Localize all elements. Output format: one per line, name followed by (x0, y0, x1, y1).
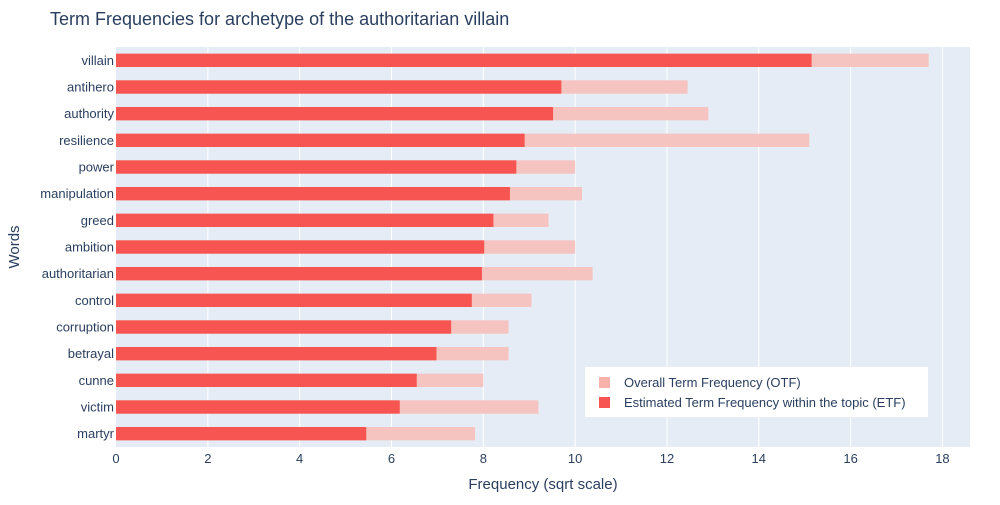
bar-etf-betrayal[interactable] (116, 347, 437, 361)
x-tick-label: 2 (204, 451, 211, 466)
bar-etf-ambition[interactable] (116, 240, 485, 254)
legend-swatch-etf[interactable] (599, 397, 610, 408)
chart-title: Term Frequencies for archetype of the au… (50, 9, 509, 29)
x-tick-label: 4 (296, 451, 303, 466)
y-tick-label-victim: victim (81, 400, 114, 415)
bars (116, 53, 929, 441)
bar-etf-authoritarian[interactable] (116, 267, 482, 281)
y-tick-label-authoritarian: authoritarian (42, 266, 114, 281)
x-tick-label: 12 (660, 451, 674, 466)
y-tick-label-cunne: cunne (79, 373, 114, 388)
bar-etf-martyr[interactable] (116, 427, 367, 441)
bar-etf-authority[interactable] (116, 107, 554, 121)
bar-etf-resilience[interactable] (116, 133, 525, 147)
y-tick-label-ambition: ambition (65, 240, 114, 255)
y-tick-label-authority: authority (64, 106, 114, 121)
y-tick-label-corruption: corruption (56, 320, 114, 335)
bar-etf-cunne[interactable] (116, 373, 417, 387)
legend-background (585, 367, 928, 417)
legend-swatch-otf[interactable] (599, 377, 610, 388)
x-tick-label: 6 (388, 451, 395, 466)
x-tick-label: 18 (935, 451, 949, 466)
x-axis-title: Frequency (sqrt scale) (468, 476, 617, 493)
bar-etf-control[interactable] (116, 293, 472, 307)
legend-label-etf[interactable]: Estimated Term Frequency within the topi… (624, 395, 906, 410)
bar-etf-villain[interactable] (116, 53, 812, 67)
bar-etf-antihero[interactable] (116, 80, 562, 94)
bar-etf-victim[interactable] (116, 400, 400, 414)
x-tick-label: 8 (480, 451, 487, 466)
y-tick-label-power: power (79, 160, 115, 175)
x-tick-label: 16 (843, 451, 857, 466)
y-tick-label-resilience: resilience (59, 133, 114, 148)
y-axis-title: Words (6, 225, 23, 268)
legend: Overall Term Frequency (OTF) Estimated T… (585, 367, 928, 417)
x-axis-tick-labels: 0 2 4 6 8 10 12 14 16 18 (112, 451, 949, 466)
y-tick-label-antihero: antihero (67, 80, 114, 95)
y-tick-label-martyr: martyr (77, 426, 115, 441)
bar-etf-greed[interactable] (116, 213, 494, 227)
x-tick-label: 0 (112, 451, 119, 466)
y-tick-label-control: control (75, 293, 114, 308)
x-tick-label: 10 (568, 451, 582, 466)
legend-label-otf[interactable]: Overall Term Frequency (OTF) (624, 375, 801, 390)
y-tick-label-betrayal: betrayal (68, 346, 114, 361)
x-tick-label: 14 (752, 451, 766, 466)
y-tick-label-villain: villain (81, 53, 114, 68)
bar-etf-corruption[interactable] (116, 320, 452, 334)
y-tick-label-manipulation: manipulation (40, 186, 114, 201)
y-axis-tick-labels: villain antihero authority resilience power m… (40, 53, 114, 441)
y-tick-label-greed: greed (81, 213, 114, 228)
bar-etf-power[interactable] (116, 160, 517, 174)
bar-etf-manipulation[interactable] (116, 187, 510, 201)
